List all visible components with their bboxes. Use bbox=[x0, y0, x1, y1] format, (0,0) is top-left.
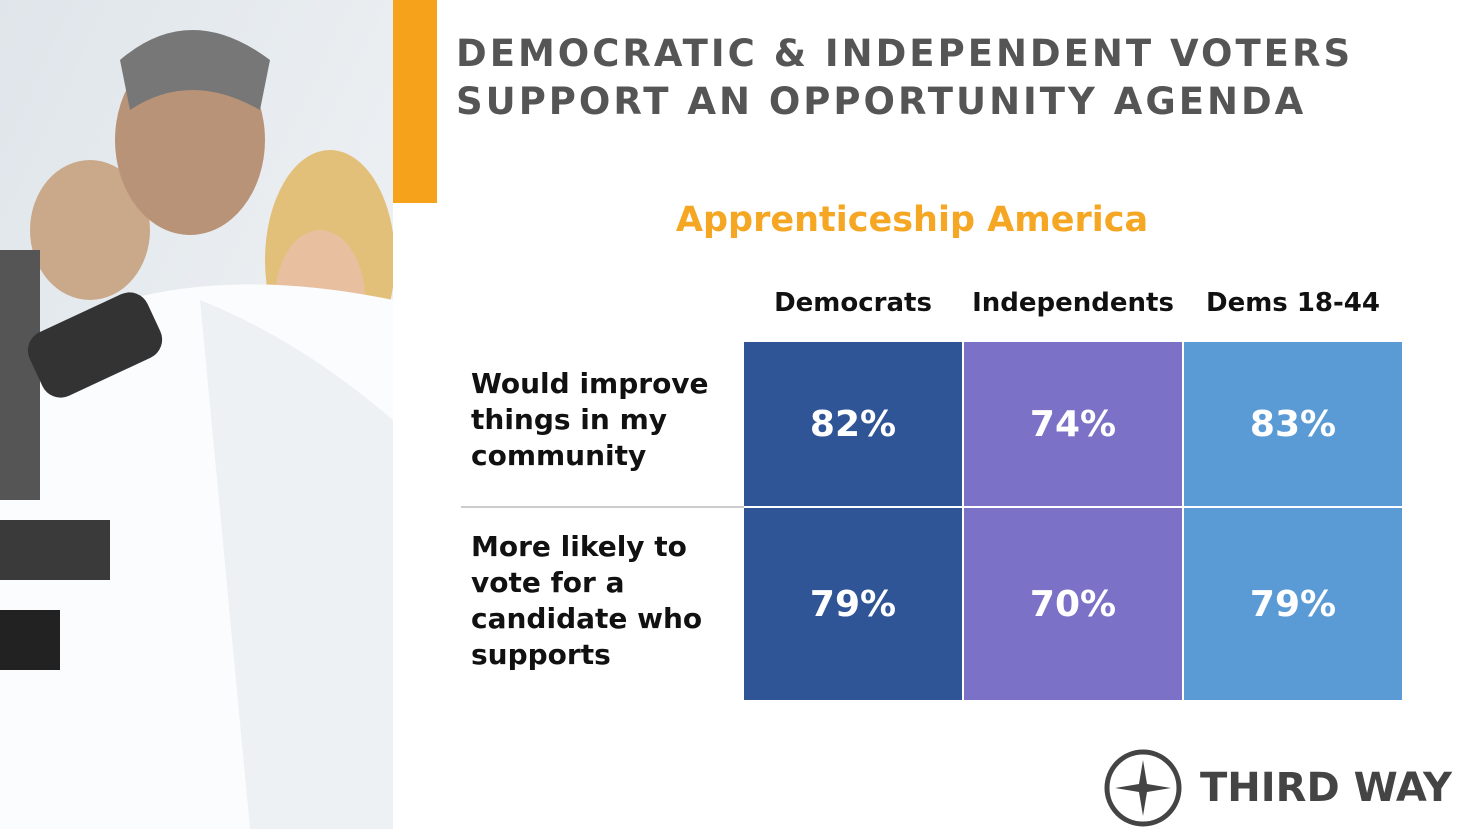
separator bbox=[461, 506, 744, 508]
column-header: Dems 18-44 bbox=[1206, 288, 1380, 318]
column-header: Independents bbox=[972, 288, 1174, 318]
logo-text: THIRD WAY bbox=[1200, 765, 1452, 811]
row-label: Would improve things in my community bbox=[471, 367, 709, 472]
cell: 79% bbox=[744, 508, 962, 700]
row-label: More likely to vote for a candidate who … bbox=[471, 530, 703, 671]
cell: 74% bbox=[964, 342, 1182, 506]
cell: 82% bbox=[744, 342, 962, 506]
subtitle: Apprenticeship America bbox=[675, 200, 1149, 240]
accent-bar bbox=[393, 0, 437, 203]
cell: 79% bbox=[1184, 508, 1402, 700]
cell: 70% bbox=[964, 508, 1182, 700]
title: SUPPORT AN OPPORTUNITY AGENDA bbox=[456, 80, 1307, 123]
cell: 83% bbox=[1184, 342, 1402, 506]
photo bbox=[0, 0, 393, 829]
column-header: Democrats bbox=[774, 288, 932, 318]
logo-icon bbox=[1104, 749, 1182, 827]
title: DEMOCRATIC & INDEPENDENT VOTERS bbox=[456, 32, 1354, 75]
